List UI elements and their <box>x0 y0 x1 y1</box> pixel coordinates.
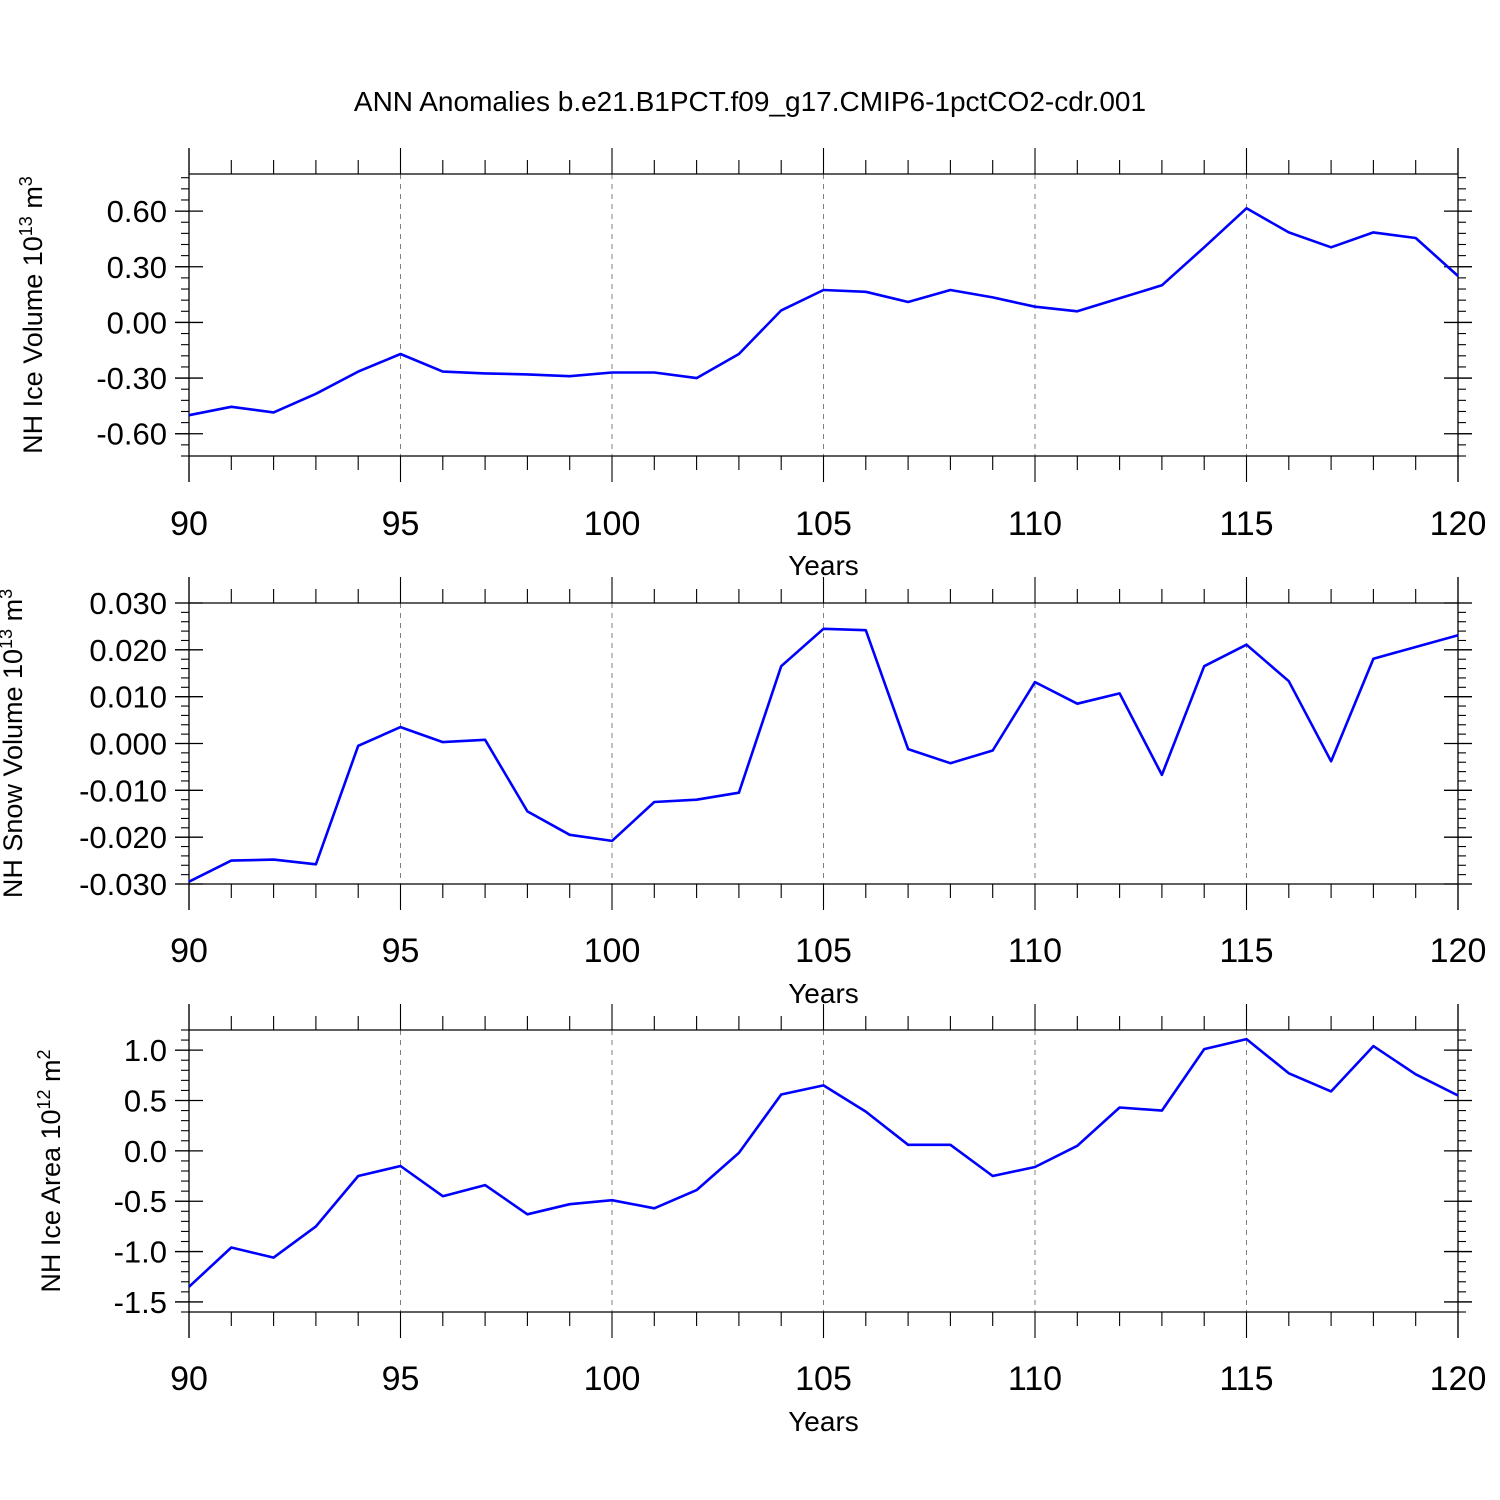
y-tick-label: 0.0 <box>124 1134 167 1169</box>
x-tick-label: 90 <box>170 1360 208 1398</box>
y-axis-label-unit-exp: 3 <box>16 176 36 186</box>
y-axis-label-exp: 13 <box>0 629 16 649</box>
x-axis-label: Years <box>788 1406 859 1437</box>
y-tick-label: 0.010 <box>89 680 167 715</box>
x-tick-label: 95 <box>382 1360 420 1398</box>
x-tick-label: 120 <box>1430 1360 1487 1398</box>
y-tick-label: -0.020 <box>79 820 167 855</box>
x-tick-label: 105 <box>795 505 852 543</box>
y-axis-label: NH Ice Volume 1013 m3 <box>16 176 48 454</box>
y-tick-label: -0.5 <box>114 1184 167 1219</box>
x-tick-label: 120 <box>1430 505 1487 543</box>
y-axis-label-prefix: NH Snow Volume 10 <box>0 649 28 898</box>
y-tick-label: 1.0 <box>124 1033 167 1068</box>
y-axis-label-unit-exp: 2 <box>34 1049 54 1059</box>
x-tick-label: 95 <box>382 932 420 970</box>
y-tick-label: 0.000 <box>89 727 167 762</box>
y-tick-label: -0.030 <box>79 867 167 902</box>
y-tick-label: 0.020 <box>89 633 167 668</box>
y-axis-label-unit-exp: 3 <box>0 589 16 599</box>
panel-1: 90 95 100 105 110 115 120 Years -0.60 -0.30 0.00 0.… <box>16 148 1486 581</box>
y-tick-label: -1.0 <box>114 1235 167 1270</box>
y-axis-label-mid: m <box>18 186 48 216</box>
x-tick-label: 100 <box>584 932 641 970</box>
x-tick-label: 100 <box>584 1360 641 1398</box>
y-tick-label: -0.010 <box>79 773 167 808</box>
x-tick-label: 105 <box>795 1360 852 1398</box>
x-axis-label: Years <box>788 550 859 581</box>
x-tick-label: 115 <box>1219 1360 1273 1398</box>
y-axis-label: NH Snow Volume 1013 m3 <box>0 589 28 898</box>
y-tick-label: -1.5 <box>114 1285 167 1320</box>
x-tick-label: 110 <box>1008 932 1062 970</box>
y-axis-label-prefix: NH Ice Area 10 <box>36 1109 66 1292</box>
y-axis-label-exp: 13 <box>16 216 36 236</box>
chart-title: ANN Anomalies b.e21.B1PCT.f09_g17.CMIP6-… <box>353 86 1147 117</box>
y-tick-label: 0.5 <box>124 1084 167 1119</box>
y-axis-label-mid: m <box>0 599 28 629</box>
x-tick-label: 105 <box>795 932 852 970</box>
x-tick-label: 115 <box>1219 505 1273 543</box>
y-tick-label: 0.030 <box>89 586 167 621</box>
x-tick-label: 90 <box>170 505 208 543</box>
x-tick-label: 100 <box>584 505 641 543</box>
panel-2: 90 95 100 105 110 115 120 Years -0.030 -0.020 -0.0… <box>0 577 1486 1009</box>
y-axis-label-prefix: NH Ice Volume 10 <box>18 236 48 454</box>
x-tick-label: 95 <box>382 505 420 543</box>
x-axis-label: Years <box>788 978 859 1009</box>
panel-3: 90 95 100 105 110 115 120 Years -1.5 -1.0 -0.5 0.0 0… <box>34 1004 1486 1437</box>
x-tick-label: 120 <box>1430 932 1487 970</box>
y-axis-label-mid: m <box>36 1059 66 1089</box>
y-tick-label: 0.60 <box>107 194 167 229</box>
y-axis-label-exp: 12 <box>34 1089 54 1109</box>
y-axis-label: NH Ice Area 1012 m2 <box>34 1049 66 1292</box>
x-tick-label: 115 <box>1219 932 1273 970</box>
x-tick-label: 90 <box>170 932 208 970</box>
x-tick-label: 110 <box>1008 1360 1062 1398</box>
y-tick-label: 0.00 <box>107 305 167 340</box>
y-tick-label: 0.30 <box>107 250 167 285</box>
y-tick-label: -0.30 <box>96 361 167 396</box>
x-tick-label: 110 <box>1008 505 1062 543</box>
y-tick-label: -0.60 <box>96 417 167 452</box>
